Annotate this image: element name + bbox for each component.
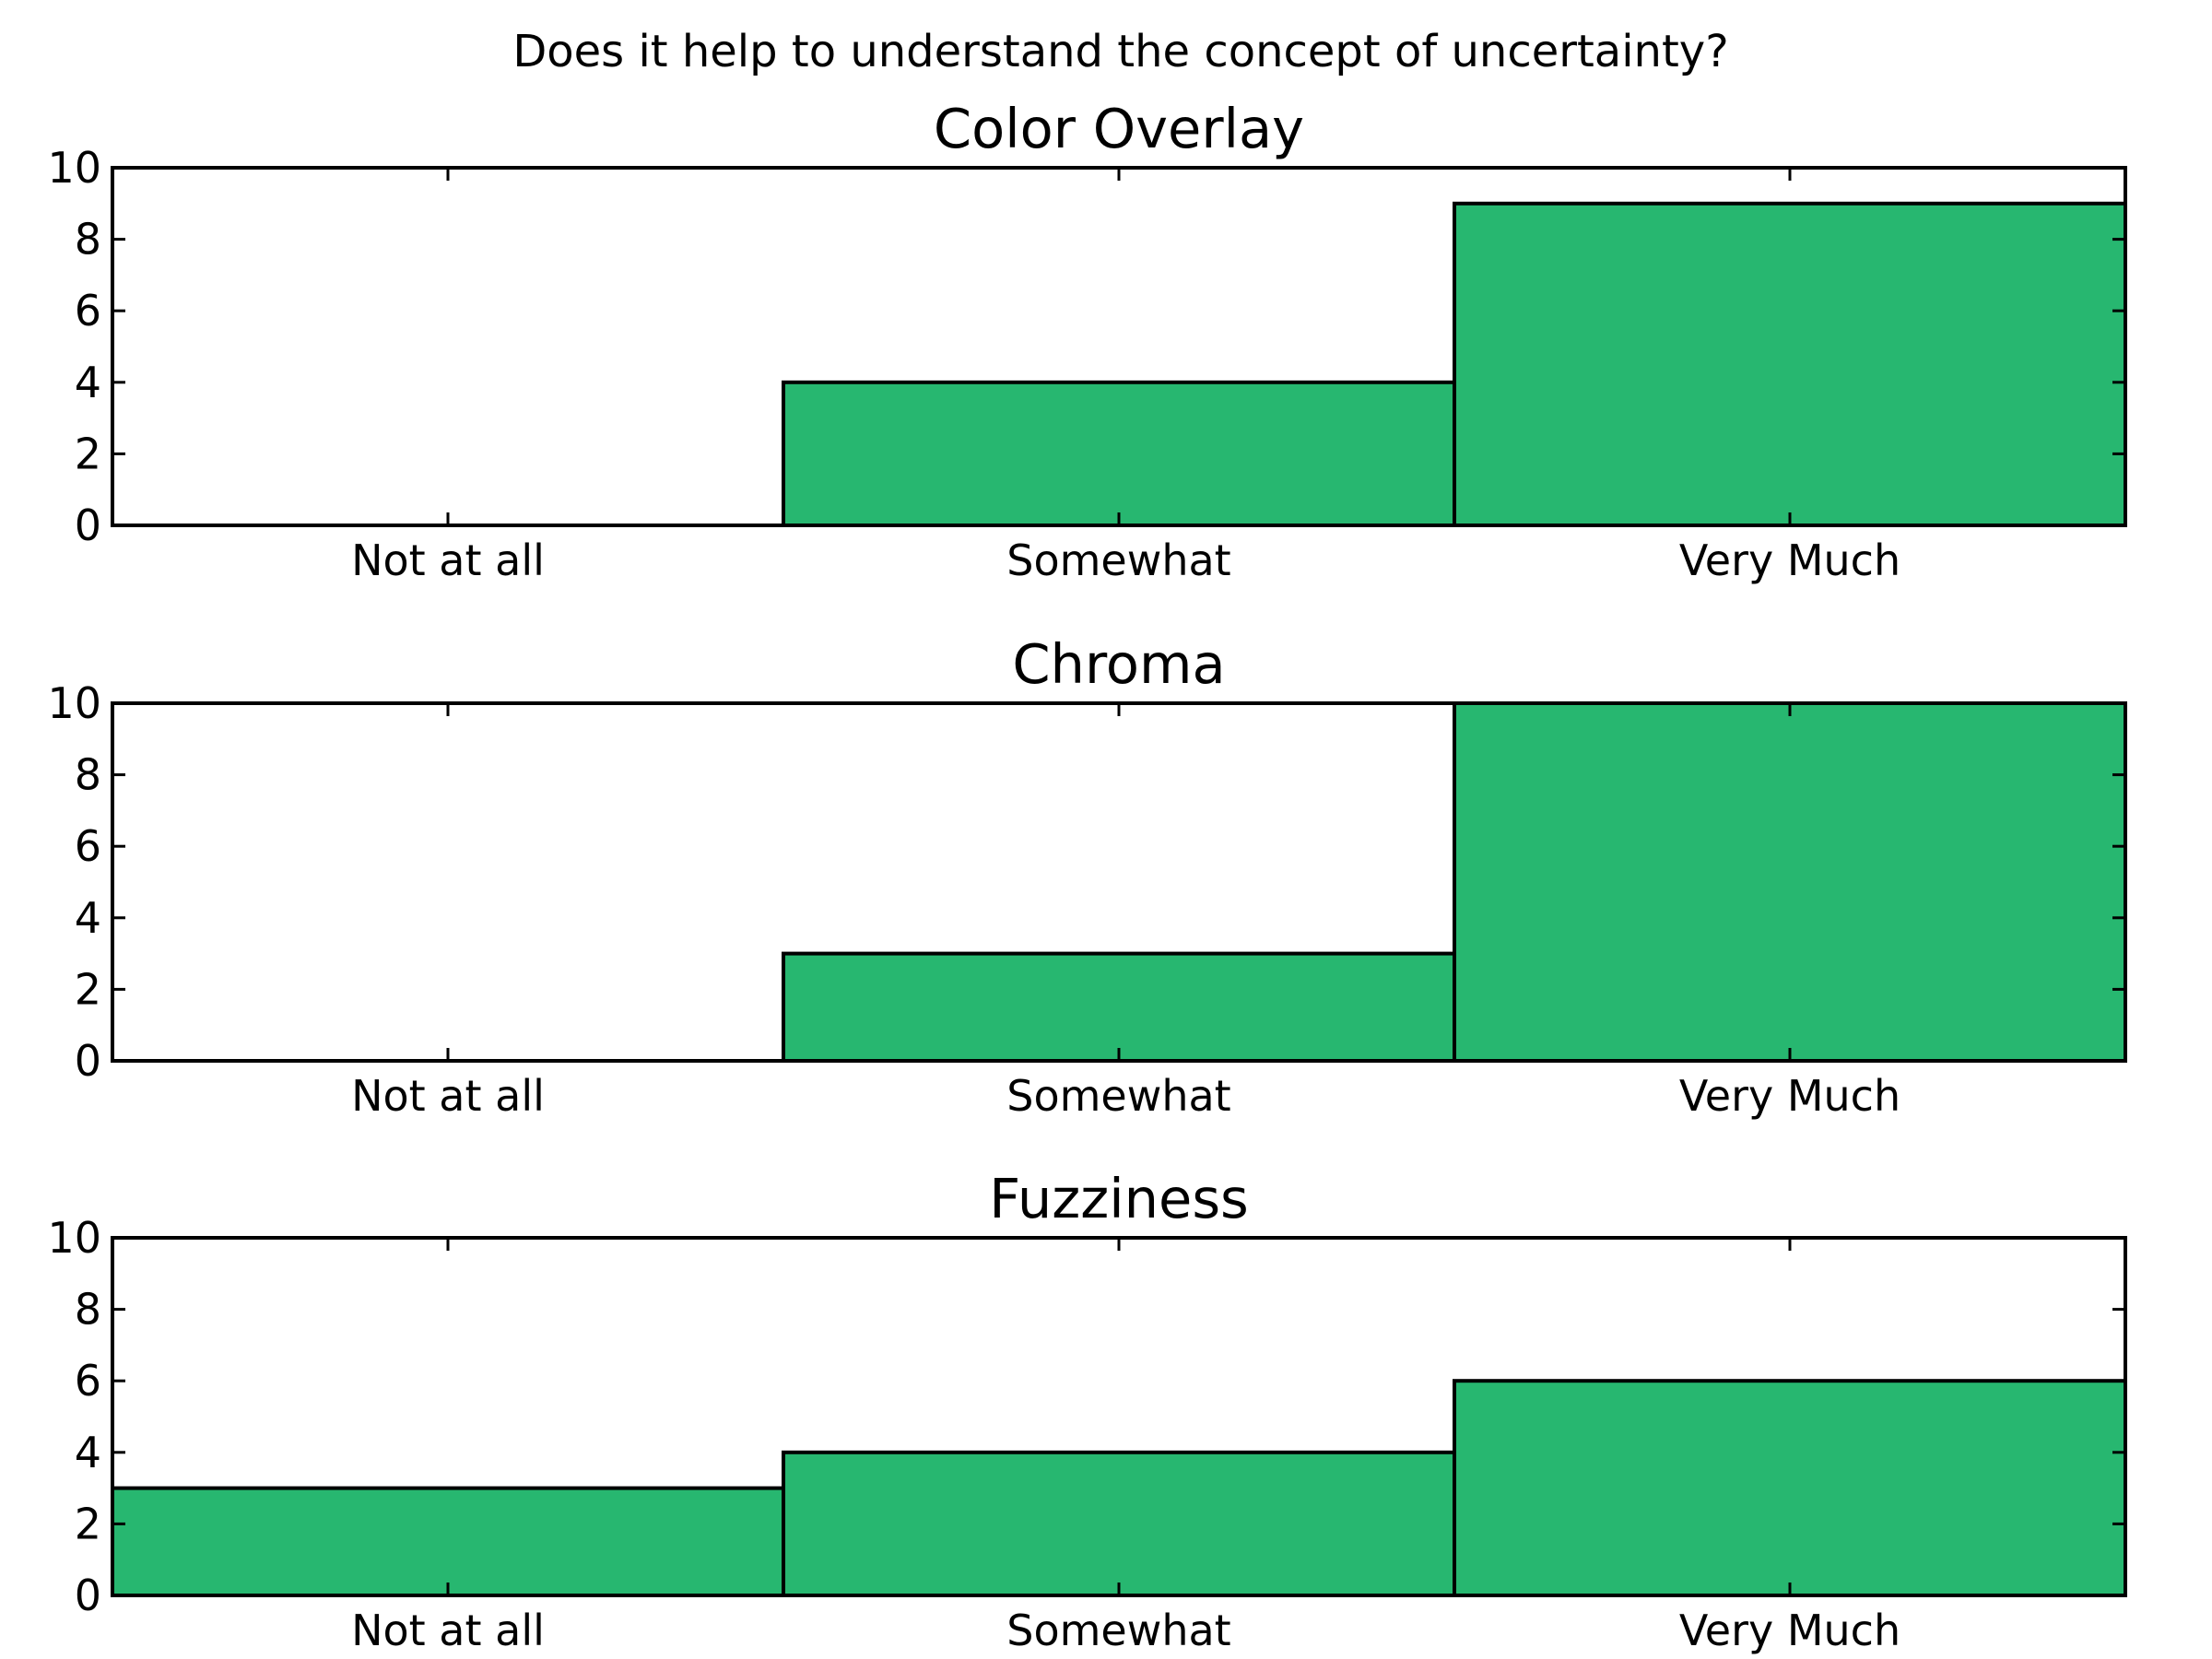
y-tick-label: 8: [75, 215, 101, 265]
x-tick-label: Very Much: [1679, 1606, 1900, 1655]
bar-somewhat: [782, 951, 1456, 1063]
bar-somewhat: [782, 1450, 1456, 1598]
y-tick-label: 4: [75, 358, 101, 407]
x-tick-label: Not at all: [351, 535, 545, 585]
panel-chroma: Chroma 0 2 4 6 8 10 Not at all Somewhat Very Much: [47, 632, 2127, 1121]
y-tick-label: 8: [75, 750, 101, 800]
figure-title: Does it help to understand the concept o…: [512, 26, 1728, 77]
x-tick-label: Somewhat: [1006, 1071, 1230, 1121]
x-tick-label: Not at all: [351, 1606, 545, 1655]
bar-very-much: [1453, 701, 2127, 1063]
panel-color-overlay: Color Overlay 0 2 4 6 8 10 Not at all Somewhat Ve…: [47, 97, 2127, 585]
y-tick-label: 10: [47, 143, 101, 193]
x-tick-label: Somewhat: [1006, 535, 1230, 585]
y-tick-label: 4: [75, 1428, 101, 1477]
bar-somewhat: [782, 380, 1456, 527]
y-tick-label: 2: [75, 429, 101, 478]
bar-very-much: [1453, 1379, 2127, 1597]
y-tick-label: 6: [75, 1356, 101, 1406]
y-tick-label: 6: [75, 821, 101, 871]
y-tick-label: 6: [75, 286, 101, 335]
x-tick-label: Very Much: [1679, 1071, 1900, 1121]
y-tick-label: 0: [75, 500, 101, 550]
panel-title: Color Overlay: [934, 97, 1304, 160]
y-tick-label: 0: [75, 1036, 101, 1086]
bar-not-at-all: [111, 1486, 785, 1597]
y-tick-label: 4: [75, 893, 101, 943]
y-tick-label: 8: [75, 1285, 101, 1335]
x-tick-label: Somewhat: [1006, 1606, 1230, 1655]
x-tick-label: Not at all: [351, 1071, 545, 1121]
y-tick-label: 2: [75, 1499, 101, 1548]
y-tick-label: 10: [47, 1213, 101, 1263]
panels: Color Overlay 0 2 4 6 8 10 Not at all Somewhat Ve…: [47, 97, 2127, 1655]
panel-fuzziness: Fuzziness 0 2 4 6 8 10 Not at all Somewhat Very M…: [47, 1167, 2127, 1655]
y-tick-label: 0: [75, 1571, 101, 1620]
bar-very-much: [1453, 201, 2127, 528]
panel-title: Chroma: [1012, 632, 1225, 696]
y-tick-label: 2: [75, 964, 101, 1014]
y-tick-label: 10: [47, 678, 101, 728]
panel-title: Fuzziness: [989, 1167, 1249, 1230]
x-tick-label: Very Much: [1679, 535, 1900, 585]
